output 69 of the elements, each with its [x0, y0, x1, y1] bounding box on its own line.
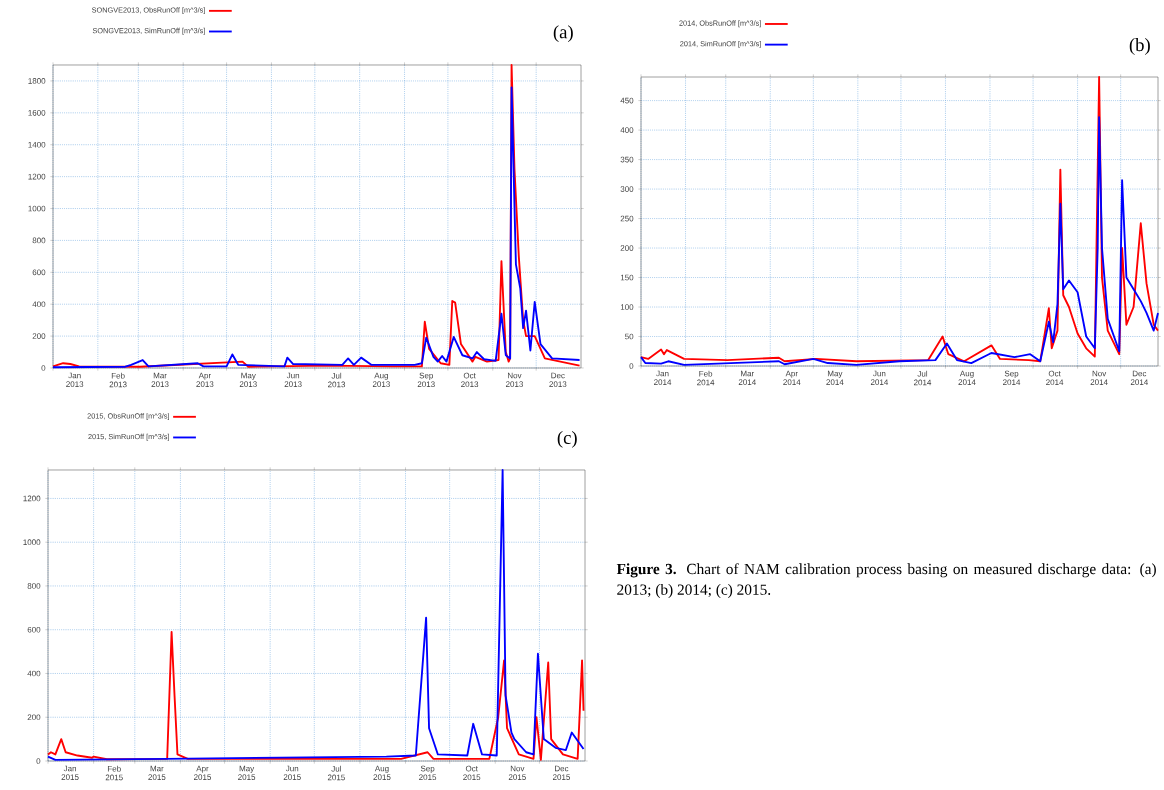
chart-title: (a) [553, 25, 573, 43]
y-tick-label: 50 [625, 333, 634, 340]
chart-title: (c) [557, 430, 577, 448]
x-tick-label: Feb 2014 [697, 370, 715, 386]
y-tick-label: 1600 [28, 110, 46, 116]
line-series [47, 630, 585, 761]
y-tick-label: 0 [36, 758, 41, 764]
y-tick-label: 1800 [28, 78, 46, 84]
y-tick-label: 400 [32, 301, 46, 308]
y-tick-label: 200 [620, 245, 634, 251]
y-tick-label: 250 [620, 215, 634, 222]
x-tick-label: Jun 2013 [284, 372, 302, 387]
y-tick-label: 100 [620, 304, 634, 310]
x-tick-label: Dec 2015 [552, 765, 571, 780]
y-tick-label: 450 [620, 97, 634, 104]
x-tick-label: Apr 2014 [783, 370, 801, 385]
x-tick-label: Feb 2015 [105, 765, 123, 781]
y-tick-label: 1400 [28, 141, 46, 148]
x-tick-label: Aug 2015 [373, 765, 391, 780]
y-tick-label: 400 [620, 127, 634, 133]
x-tick-label: Jul 2015 [327, 765, 345, 781]
y-tick-label: 800 [32, 237, 46, 244]
x-tick-label: Aug 2014 [958, 370, 976, 385]
line-series [47, 469, 585, 761]
y-tick-label: 1000 [28, 205, 46, 212]
y-tick-label: 200 [32, 333, 46, 339]
x-tick-label: Nov 2015 [508, 765, 526, 780]
x-tick-label: May 2013 [239, 372, 257, 387]
y-tick-label: 300 [620, 186, 634, 192]
y-tick-label: 600 [32, 269, 46, 276]
y-tick-label: 400 [27, 670, 41, 677]
x-tick-label: Nov 2013 [505, 372, 524, 387]
y-tick-label: 0 [629, 363, 634, 369]
y-tick-label: 1200 [28, 173, 46, 180]
x-tick-label: Dec 2014 [1130, 370, 1148, 385]
x-tick-label: Nov 2014 [1090, 370, 1108, 385]
y-tick-label: 0 [41, 365, 46, 371]
x-tick-label: May 2014 [826, 370, 844, 385]
x-tick-label: Apr 2013 [196, 372, 214, 387]
x-tick-label: Oct 2013 [461, 372, 479, 388]
y-tick-label: 600 [27, 626, 41, 633]
x-tick-label: Jan 2013 [66, 372, 84, 387]
x-tick-label: Jan 2015 [61, 765, 79, 780]
x-tick-label: Mar 2013 [151, 372, 169, 387]
x-tick-label: Jul 2013 [328, 372, 346, 388]
x-tick-label: Mar 2015 [148, 765, 166, 780]
x-tick-label: Dec 2013 [549, 372, 567, 387]
x-tick-label: Sep 2013 [417, 372, 435, 388]
y-tick-label: 1000 [23, 539, 41, 546]
y-tick-label: 800 [27, 583, 41, 589]
x-tick-label: Mar 2014 [738, 370, 756, 385]
text: Figure 3. Chart of NAM calibration process basing on measured discharge data: (a) 2013; (b) 2014; (c) 2015. [616, 563, 1156, 598]
x-tick-label: Oct 2015 [463, 765, 481, 781]
x-tick-label: Jul 2014 [913, 370, 932, 386]
y-tick-label: 1200 [23, 495, 41, 502]
x-tick-label: Sep 2015 [419, 765, 437, 781]
x-tick-label: Jun 2014 [870, 370, 889, 385]
x-tick-label: Sep 2014 [1003, 370, 1021, 386]
chart-title: (b) [1129, 38, 1150, 55]
x-tick-label: May 2015 [238, 765, 256, 780]
y-tick-label: 150 [620, 274, 634, 281]
y-tick-label: 200 [27, 714, 41, 721]
x-tick-label: Oct 2014 [1046, 370, 1064, 386]
x-tick-label: Jan 2014 [654, 370, 672, 385]
x-tick-label: Jun 2015 [283, 765, 301, 780]
y-tick-label: 350 [620, 156, 634, 163]
x-tick-label: Aug 2013 [372, 372, 390, 387]
x-tick-label: Apr 2015 [193, 765, 212, 780]
x-tick-label: Feb 2013 [109, 372, 127, 388]
